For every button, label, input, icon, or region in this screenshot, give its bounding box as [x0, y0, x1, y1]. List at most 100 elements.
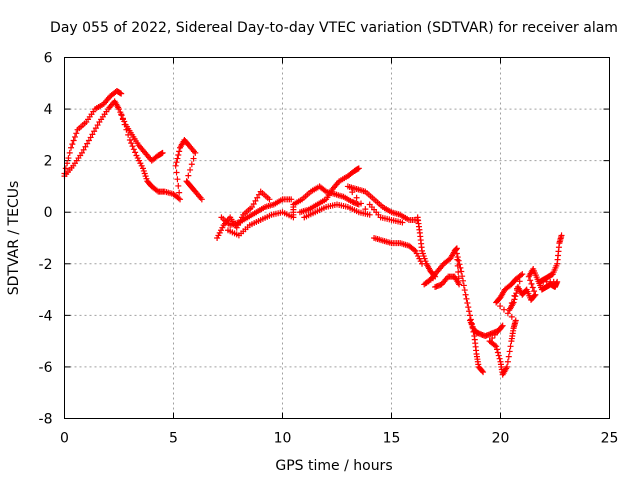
data-point-marker — [82, 143, 89, 150]
data-point-marker — [126, 137, 133, 144]
data-point-marker — [159, 149, 166, 156]
data-point-marker — [506, 348, 513, 355]
data-point-marker — [527, 277, 534, 284]
data-point-marker — [175, 151, 182, 158]
data-point-marker — [519, 271, 526, 278]
data-point-marker — [248, 204, 255, 211]
data-point-marker — [190, 155, 197, 162]
data-point-marker — [177, 196, 184, 203]
data-point-marker — [465, 304, 472, 311]
data-point-marker — [349, 189, 356, 196]
data-point-marker — [173, 169, 180, 176]
data-point-marker — [176, 189, 183, 196]
data-point-marker — [460, 277, 467, 284]
data-point-marker — [118, 90, 125, 97]
data-point-marker — [85, 137, 92, 144]
data-point-marker — [480, 369, 487, 376]
data-point-marker — [175, 195, 182, 202]
data-point-marker — [121, 121, 128, 128]
data-point-marker — [80, 146, 87, 153]
data-point-marker — [366, 211, 373, 218]
data-point-marker — [462, 291, 469, 298]
data-point-marker — [511, 296, 518, 303]
data-point-marker — [132, 149, 139, 156]
data-point-marker — [355, 165, 362, 172]
data-point-marker — [91, 128, 98, 135]
data-point-marker — [174, 155, 181, 162]
data-point-marker — [453, 250, 460, 257]
data-point-marker — [491, 331, 498, 338]
data-point-marker — [250, 200, 257, 207]
data-point-marker — [456, 281, 463, 288]
data-point-marker — [558, 232, 565, 239]
data-point-marker — [357, 200, 364, 207]
data-point-marker — [71, 133, 78, 140]
data-point-marker — [497, 325, 504, 332]
data-point-marker — [64, 160, 71, 167]
data-point-marker — [466, 308, 473, 315]
data-point-marker — [499, 322, 506, 329]
data-point-marker — [512, 293, 519, 300]
data-point-marker — [68, 144, 75, 151]
data-point-marker — [510, 299, 517, 306]
axis-ticks: 0 5 10 15 20 25 -8 -6 -4 -2 0 2 4 6 — [39, 51, 619, 447]
data-point-marker — [188, 161, 195, 168]
data-point-marker — [128, 140, 135, 147]
data-point-marker — [505, 353, 512, 360]
data-point-marker — [504, 363, 511, 370]
data-point-marker — [62, 165, 69, 172]
data-point-marker — [266, 196, 273, 203]
data-point-marker — [130, 146, 137, 153]
data-point-marker — [125, 131, 132, 138]
data-point-marker — [460, 282, 467, 289]
data-point-marker — [116, 106, 122, 113]
x-tick-label: 20 — [492, 431, 510, 447]
data-point-marker — [119, 116, 126, 123]
data-point-marker — [65, 155, 72, 162]
data-point-marker — [288, 196, 295, 203]
data-point-marker — [453, 245, 460, 252]
data-point-marker — [531, 288, 538, 295]
data-point-marker — [457, 264, 464, 271]
y-tick-label: 6 — [44, 51, 53, 67]
data-point-marker — [463, 295, 470, 302]
x-tick-label: 15 — [383, 431, 401, 447]
data-point-marker — [461, 287, 468, 294]
data-point-marker — [153, 187, 160, 194]
data-point-marker — [198, 196, 205, 203]
data-point-marker — [129, 143, 136, 150]
data-point-marker — [494, 349, 501, 356]
data-point-marker — [176, 148, 183, 155]
data-point-marker — [172, 162, 179, 169]
data-points — [61, 88, 565, 378]
data-point-marker — [362, 206, 369, 213]
data-point-marker — [454, 254, 461, 261]
data-point-marker — [512, 317, 519, 324]
data-point-marker — [497, 303, 504, 310]
data-point-marker — [94, 122, 101, 129]
data-point-marker — [459, 273, 466, 280]
data-point-marker — [500, 306, 507, 313]
data-point-marker — [504, 310, 511, 317]
data-point-marker — [73, 130, 80, 137]
y-tick-label: -8 — [39, 412, 53, 428]
x-tick-label: 0 — [60, 431, 69, 447]
y-axis-label: SDTVAR / TECUs — [6, 181, 22, 296]
data-point-marker — [491, 342, 498, 349]
data-point-marker — [496, 355, 503, 362]
chart-title: Day 055 of 2022, Sidereal Day-to-day VTE… — [50, 20, 618, 36]
y-tick-label: 4 — [44, 102, 53, 118]
data-point-marker — [508, 313, 515, 320]
data-point-marker — [92, 125, 99, 132]
y-tick-label: -4 — [39, 308, 53, 324]
data-point-marker — [494, 346, 501, 353]
data-point-marker — [456, 261, 463, 268]
data-point-marker — [532, 291, 539, 298]
data-point-marker — [321, 187, 328, 194]
data-point-marker — [479, 368, 486, 375]
data-point-marker — [123, 126, 130, 133]
data-point-marker — [455, 275, 462, 282]
data-point-marker — [528, 280, 535, 287]
data-point-marker — [455, 257, 462, 264]
